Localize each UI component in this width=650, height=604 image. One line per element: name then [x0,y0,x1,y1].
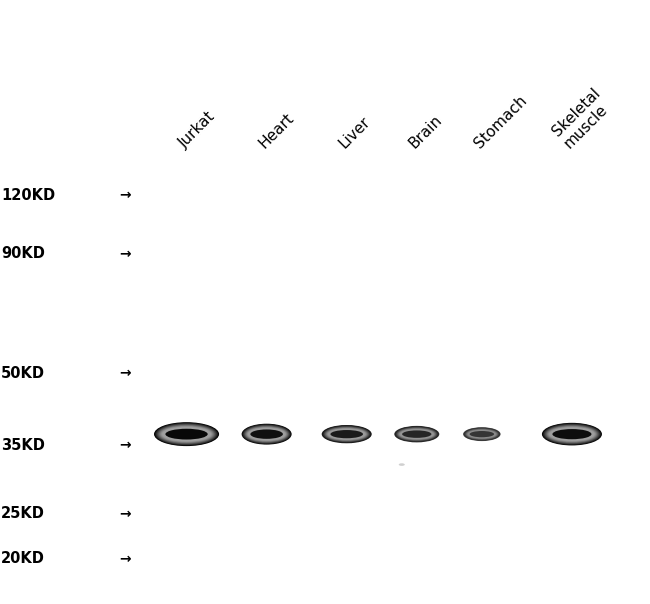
Text: →: → [119,507,131,521]
Ellipse shape [159,425,214,443]
Ellipse shape [395,426,439,442]
Ellipse shape [545,425,599,444]
Ellipse shape [155,423,218,446]
Ellipse shape [552,429,592,439]
Ellipse shape [396,427,437,442]
Ellipse shape [398,463,405,466]
Ellipse shape [324,426,370,442]
Ellipse shape [154,422,219,446]
Ellipse shape [242,423,292,445]
Ellipse shape [324,426,369,442]
Ellipse shape [395,426,438,442]
Ellipse shape [549,427,595,442]
Ellipse shape [323,426,370,443]
Text: 90KD: 90KD [1,246,45,262]
Text: 20KD: 20KD [1,551,45,567]
Ellipse shape [246,427,287,442]
Ellipse shape [465,428,499,440]
Ellipse shape [246,426,287,442]
Text: →: → [119,552,131,566]
Ellipse shape [243,425,291,444]
Ellipse shape [548,426,596,442]
Text: 50KD: 50KD [1,365,46,381]
Ellipse shape [395,426,439,442]
Ellipse shape [465,428,499,440]
Ellipse shape [398,428,435,440]
Text: 120KD: 120KD [1,188,55,203]
Ellipse shape [326,428,367,440]
Ellipse shape [244,425,289,443]
Ellipse shape [549,428,595,441]
Ellipse shape [328,429,365,440]
Ellipse shape [470,431,494,437]
Ellipse shape [248,428,285,440]
Ellipse shape [245,426,288,442]
Ellipse shape [542,423,602,445]
Ellipse shape [543,424,601,445]
Ellipse shape [543,423,601,445]
Text: →: → [119,439,131,452]
Text: 25KD: 25KD [1,506,45,521]
Ellipse shape [466,429,497,439]
Ellipse shape [465,429,498,440]
Ellipse shape [463,427,500,441]
Ellipse shape [330,430,363,439]
Ellipse shape [396,428,437,441]
Text: Stomach: Stomach [471,92,530,151]
Text: Liver: Liver [336,114,373,151]
Ellipse shape [467,429,497,439]
Ellipse shape [247,428,286,441]
Ellipse shape [322,425,372,443]
Ellipse shape [161,426,212,442]
Ellipse shape [244,426,289,443]
Ellipse shape [463,428,500,441]
Ellipse shape [161,426,213,442]
Text: Jurkat: Jurkat [176,109,218,151]
Ellipse shape [399,429,434,440]
Text: →: → [119,188,131,202]
Text: →: → [119,366,131,380]
Ellipse shape [545,425,599,443]
Ellipse shape [322,425,371,443]
Ellipse shape [325,427,369,442]
Text: Skeletal
muscle: Skeletal muscle [549,85,615,151]
Ellipse shape [400,429,434,439]
Ellipse shape [467,429,497,439]
Text: Heart: Heart [256,110,297,151]
Ellipse shape [547,426,597,443]
Ellipse shape [156,423,217,445]
Ellipse shape [464,428,500,440]
Ellipse shape [158,424,215,444]
Ellipse shape [397,428,436,440]
Ellipse shape [165,429,208,440]
Ellipse shape [157,424,216,445]
Ellipse shape [546,425,598,443]
Text: 35KD: 35KD [1,438,45,453]
Ellipse shape [402,431,432,438]
Text: Brain: Brain [406,112,445,151]
Ellipse shape [468,430,496,439]
Ellipse shape [327,428,366,440]
Ellipse shape [250,429,283,439]
Ellipse shape [326,428,367,441]
Text: →: → [119,247,131,261]
Ellipse shape [162,427,211,442]
Ellipse shape [398,428,436,440]
Ellipse shape [159,425,214,443]
Ellipse shape [242,424,291,444]
